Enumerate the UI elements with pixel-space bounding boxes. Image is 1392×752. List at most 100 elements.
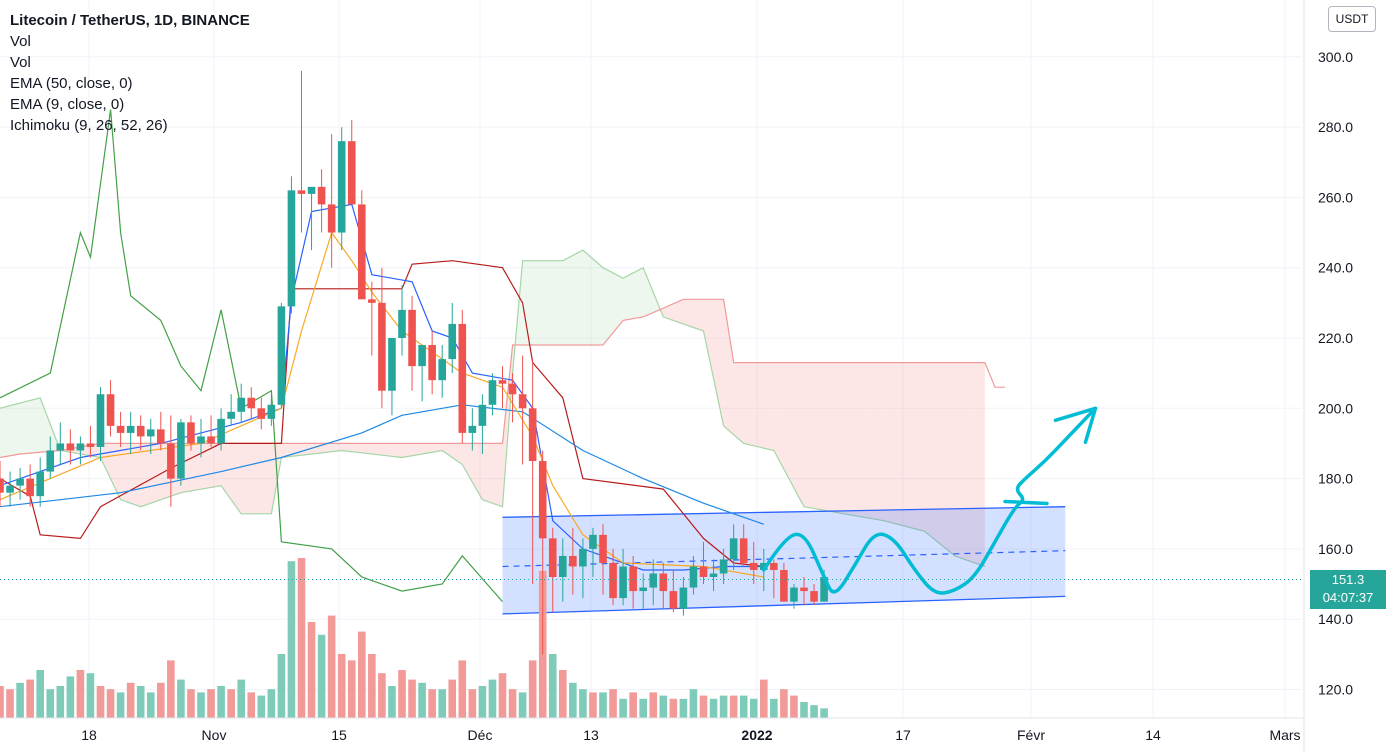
- cloud-segment: [522, 260, 528, 346]
- volume-bar: [66, 676, 75, 718]
- cloud-segment: [110, 443, 116, 490]
- volume-bar: [468, 689, 477, 718]
- candle: [528, 359, 537, 585]
- indicator-ichimoku[interactable]: Ichimoku (9, 26, 52, 26): [10, 117, 168, 134]
- volume-bar: [739, 695, 748, 718]
- cloud-segment: [562, 258, 568, 346]
- cloud-segment: [839, 362, 845, 514]
- cloud-segment: [889, 362, 895, 524]
- cloud-segment: [447, 443, 453, 458]
- candle: [669, 569, 678, 613]
- volume-bar: [790, 695, 798, 718]
- cloud-segment: [427, 443, 433, 454]
- cloud-segment: [547, 260, 553, 346]
- cloud-segment: [517, 260, 523, 346]
- cloud-segment: [266, 443, 272, 514]
- indicator-ema9[interactable]: EMA (9, close, 0): [10, 96, 125, 113]
- symbol-title[interactable]: Litecoin / TetherUS, 1D, BINANCE: [10, 12, 250, 29]
- volume-bar: [6, 689, 14, 718]
- cloud-segment: [286, 443, 292, 457]
- cloud-segment: [783, 362, 789, 479]
- candle-body: [619, 566, 627, 599]
- currency-button[interactable]: USDT: [1328, 6, 1376, 32]
- candle: [86, 425, 95, 458]
- candle-body: [317, 186, 326, 205]
- cloud-segment: [638, 267, 644, 318]
- candle: [177, 418, 185, 486]
- indicator-volume-2[interactable]: Vol: [10, 54, 31, 71]
- cloud-segment: [487, 443, 493, 504]
- candle: [468, 408, 477, 451]
- candle: [639, 573, 647, 609]
- candle-body: [649, 573, 658, 588]
- volume-bar: [408, 679, 416, 718]
- candle-body: [126, 425, 135, 433]
- candle-body: [368, 299, 376, 303]
- candle: [478, 394, 487, 454]
- candle-body: [347, 141, 356, 205]
- hand-drawn-projection[interactable]: [762, 406, 1098, 595]
- candle-body: [820, 577, 828, 602]
- cloud-segment: [155, 443, 161, 502]
- candle: [0, 461, 4, 507]
- volume-bar: [488, 679, 497, 718]
- candle-body: [760, 562, 768, 570]
- candle-body: [709, 573, 718, 578]
- volume-bar: [428, 689, 436, 718]
- cloud-segment: [683, 299, 689, 326]
- cloud-segment: [346, 443, 352, 452]
- candle: [599, 524, 607, 595]
- candle: [739, 524, 748, 567]
- cloud-segment: [457, 443, 463, 465]
- candle-body: [719, 559, 728, 574]
- candle: [508, 373, 517, 423]
- candle-body: [418, 345, 426, 367]
- candle-body: [86, 443, 95, 447]
- price-axis[interactable]: 300.0 280.0 260.0 240.0 220.0 200.0 180.0 160.0…: [1303, 0, 1353, 752]
- volume-bar: [46, 689, 55, 718]
- candle-body: [76, 443, 85, 451]
- cloud-segment: [0, 406, 6, 458]
- indicator-volume-1[interactable]: Vol: [10, 33, 31, 50]
- candle-body: [167, 443, 175, 479]
- cloud-segment: [603, 267, 609, 346]
- cloud-segment: [577, 250, 583, 346]
- candle-body: [528, 408, 537, 462]
- cloud-segment: [814, 362, 820, 510]
- candle-body: [679, 587, 688, 609]
- cloud-segment: [582, 250, 588, 346]
- candle: [237, 383, 245, 423]
- candle: [287, 176, 296, 314]
- candle-body: [237, 397, 245, 412]
- volume-bar: [247, 692, 256, 718]
- candle: [327, 134, 336, 268]
- candle: [800, 577, 808, 606]
- cloud-segment: [437, 443, 443, 452]
- candle-body: [337, 141, 346, 233]
- candle-body: [589, 534, 597, 549]
- cloud-segment: [100, 443, 106, 469]
- volume-bar: [548, 654, 557, 718]
- candle-body: [287, 190, 296, 307]
- cloud-segment: [773, 362, 779, 460]
- volume-bar: [106, 689, 115, 718]
- volume-bar: [307, 622, 316, 718]
- cloud-segment: [698, 299, 704, 331]
- candle-body: [66, 443, 75, 451]
- candle: [116, 411, 125, 447]
- volume-bar: [116, 692, 125, 718]
- cloud-segment: [201, 443, 207, 490]
- candle-countdown: 04:07:37: [1322, 590, 1374, 605]
- cloud-segment: [869, 362, 875, 520]
- candle-body: [599, 534, 607, 563]
- volume-bar: [599, 692, 607, 718]
- volume-bar: [729, 695, 738, 718]
- time-axis[interactable]: 18 Nov 15 Déc 13 2022 17 Févr 14 Mars: [0, 717, 1304, 743]
- cloud-segment: [859, 362, 865, 518]
- cloud-segment: [778, 362, 784, 470]
- candle-body: [187, 422, 195, 444]
- volume-bar: [810, 705, 818, 718]
- volume-bar: [559, 670, 567, 718]
- indicator-ema50[interactable]: EMA (50, close, 0): [10, 75, 133, 92]
